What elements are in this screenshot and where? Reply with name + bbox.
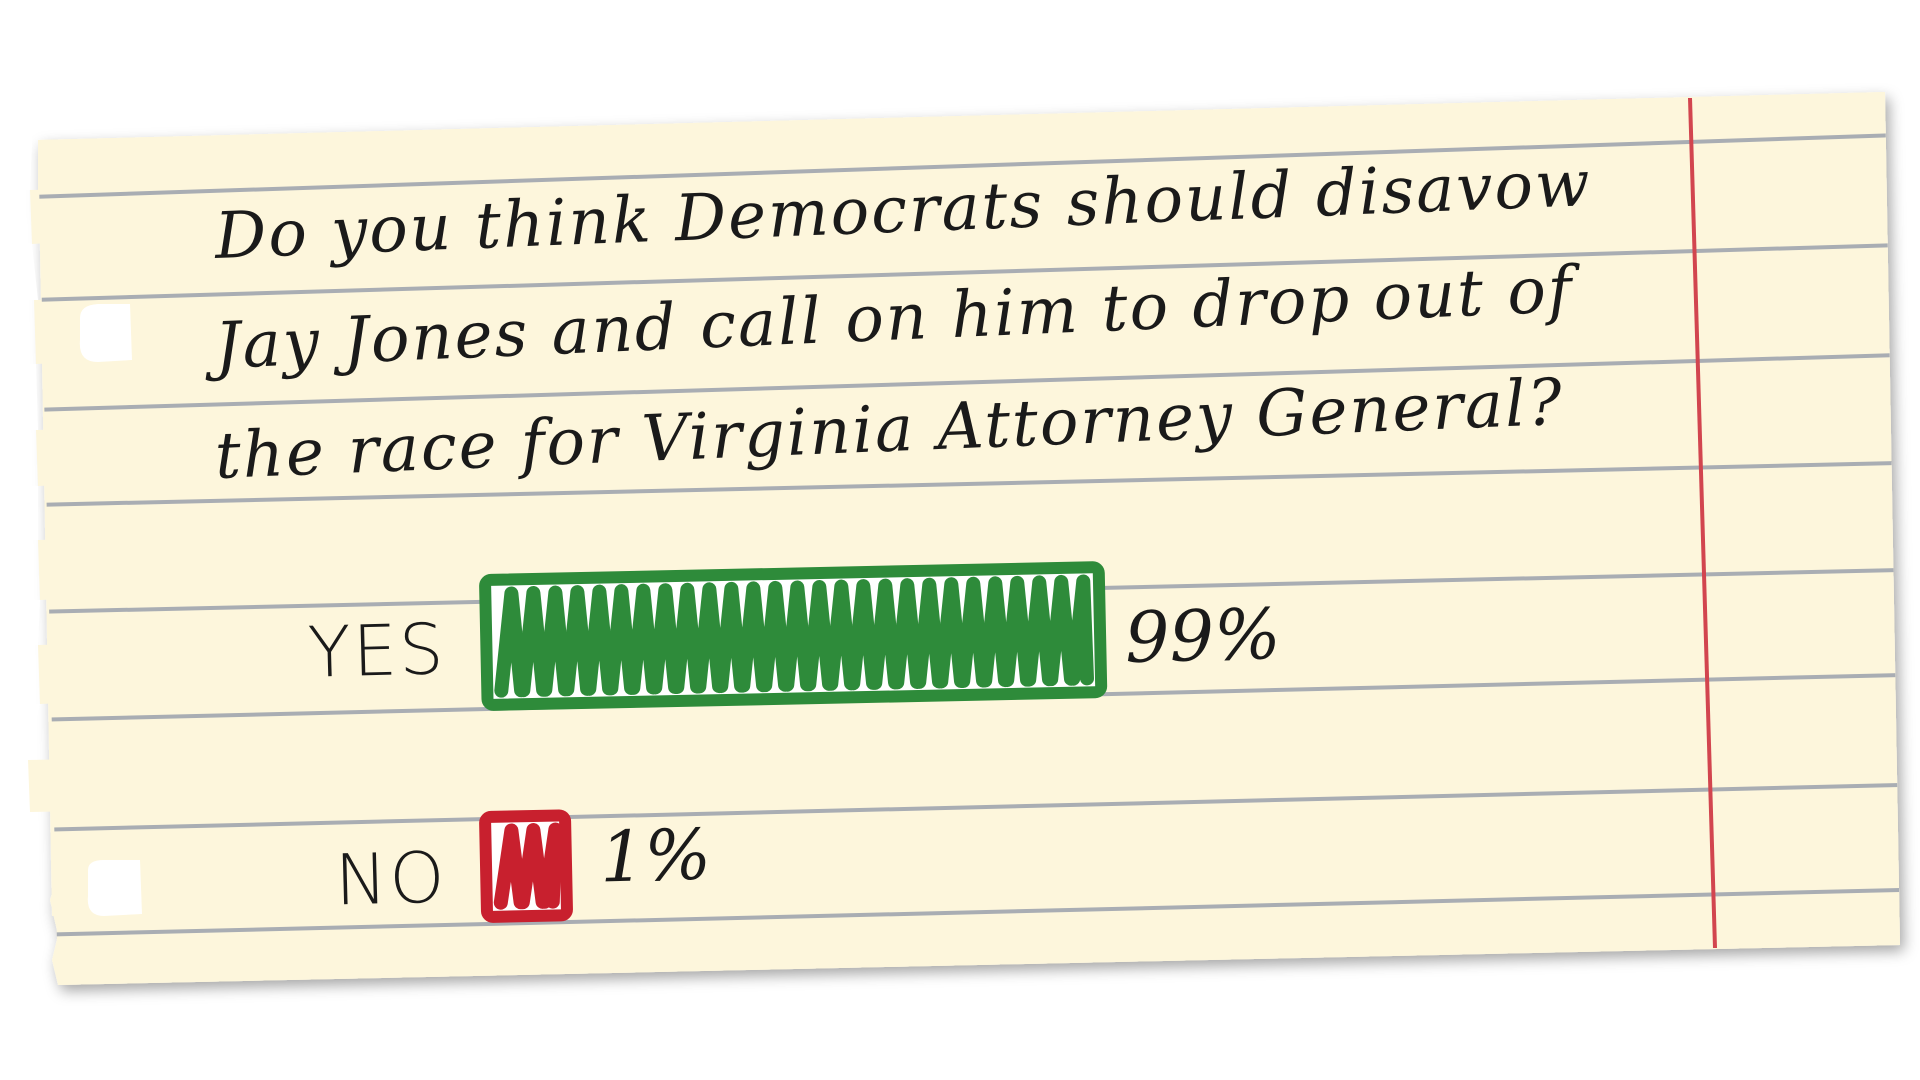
category-label-no: NO bbox=[333, 836, 448, 922]
value-label-no: 1% bbox=[598, 813, 713, 899]
punch-holes bbox=[0, 100, 142, 916]
value-label-yes: 99% bbox=[1123, 592, 1282, 680]
category-label-yes: YES bbox=[306, 608, 447, 694]
bar-yes bbox=[479, 561, 1108, 711]
chart-bars bbox=[479, 561, 1108, 923]
torn-edge bbox=[28, 188, 142, 812]
bar-no bbox=[479, 809, 573, 923]
margin-line bbox=[1688, 97, 1717, 949]
